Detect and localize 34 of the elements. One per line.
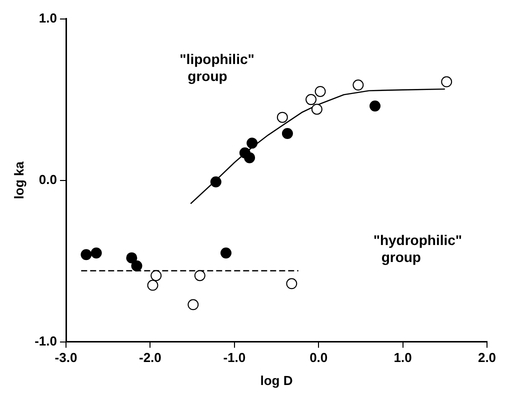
point xyxy=(126,252,138,264)
point xyxy=(441,76,452,88)
point xyxy=(220,247,232,258)
y-tick-label: -1.0 xyxy=(34,333,57,348)
point xyxy=(210,176,222,188)
annotation: "lipophilic" group xyxy=(180,51,254,84)
x-tick-label: -2.0 xyxy=(139,350,162,366)
point xyxy=(286,278,298,290)
point xyxy=(246,138,258,149)
point xyxy=(147,280,158,291)
point xyxy=(311,104,322,115)
annotation: "hydrophilic" group xyxy=(373,232,462,265)
point xyxy=(314,86,326,97)
y-tick-label: 1.0 xyxy=(38,10,57,26)
y-tick-label: 0.0 xyxy=(38,172,57,187)
point xyxy=(244,152,256,164)
point xyxy=(150,270,162,282)
x-tick-label: 2.0 xyxy=(478,350,496,366)
point xyxy=(90,247,102,258)
y-axis-title: log ka xyxy=(11,160,26,200)
x-tick-label: 1.0 xyxy=(394,350,412,366)
point xyxy=(194,270,206,282)
point xyxy=(131,260,142,272)
point xyxy=(370,100,381,112)
x-axis-title: log D xyxy=(260,372,293,388)
point xyxy=(276,112,288,123)
x-tick-label: 0.0 xyxy=(310,350,328,366)
point xyxy=(306,94,317,106)
point xyxy=(352,80,364,91)
x-tick-label: -3.0 xyxy=(54,350,78,366)
point xyxy=(80,249,92,260)
point xyxy=(282,128,293,139)
point xyxy=(188,299,199,310)
x-tick-label: -1.0 xyxy=(223,350,246,366)
